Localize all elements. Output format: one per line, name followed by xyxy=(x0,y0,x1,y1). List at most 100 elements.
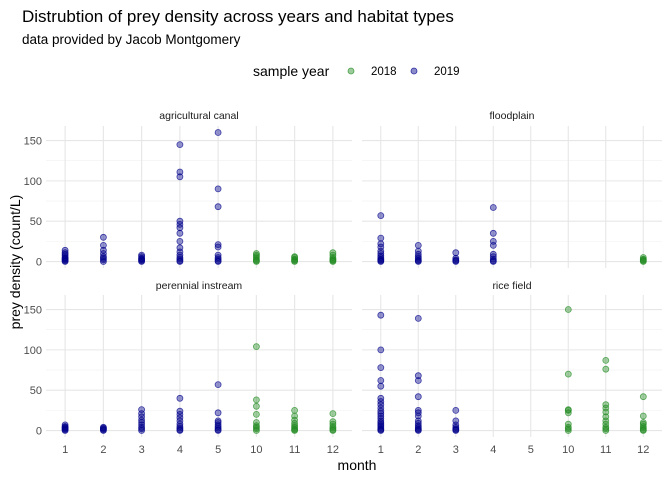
facet-label: perennial instream xyxy=(156,280,243,292)
series-2019 xyxy=(61,381,222,434)
data-point xyxy=(176,237,184,245)
data-point xyxy=(639,393,647,401)
data-point xyxy=(252,251,260,259)
data-point xyxy=(639,419,647,426)
data-point xyxy=(377,417,385,425)
data-point xyxy=(452,256,460,264)
data-point xyxy=(489,229,497,237)
data-point xyxy=(61,423,69,430)
legend-key-2019 xyxy=(410,67,418,75)
data-point xyxy=(377,252,385,260)
data-point xyxy=(214,241,222,249)
data-point xyxy=(377,377,385,384)
y-axis-title: prey density (count/L) xyxy=(7,195,23,330)
series-2018 xyxy=(252,343,337,434)
data-point xyxy=(176,394,184,402)
data-point xyxy=(214,203,222,211)
legend: sample year 2018 2019 xyxy=(253,63,460,79)
data-point xyxy=(138,251,146,259)
data-point xyxy=(377,240,385,248)
data-point xyxy=(414,314,422,322)
data-point xyxy=(452,254,460,262)
data-point xyxy=(329,410,337,418)
data-point xyxy=(602,365,610,373)
data-point xyxy=(61,246,69,254)
x-tick-label: 3 xyxy=(453,444,459,456)
data-point xyxy=(452,406,460,414)
data-point xyxy=(329,418,337,426)
y-tick-label: 150 xyxy=(24,305,42,317)
x-tick-label: 12 xyxy=(637,444,649,456)
data-point xyxy=(377,311,385,319)
y-tick-label: 150 xyxy=(24,136,42,148)
data-point xyxy=(564,425,572,433)
data-point xyxy=(639,412,647,420)
data-point xyxy=(414,372,422,380)
data-point xyxy=(377,382,385,390)
data-point xyxy=(100,423,107,431)
data-point xyxy=(138,406,146,414)
x-tick-label: 1 xyxy=(378,444,384,456)
data-point xyxy=(176,173,184,181)
legend-key-2018 xyxy=(347,67,355,75)
data-point xyxy=(452,417,460,425)
data-point xyxy=(414,241,422,249)
data-point xyxy=(639,255,647,263)
x-tick-label: 12 xyxy=(327,444,339,456)
data-point xyxy=(377,212,385,220)
facet-label: rice field xyxy=(492,280,531,292)
data-point xyxy=(377,414,385,422)
data-point xyxy=(602,356,610,364)
x-tick-label: 3 xyxy=(139,444,145,456)
data-point xyxy=(214,185,222,193)
data-point xyxy=(214,417,222,425)
data-point xyxy=(291,406,299,414)
data-point xyxy=(602,413,610,421)
data-point xyxy=(329,249,337,257)
data-point xyxy=(214,129,222,136)
series-2019 xyxy=(377,204,497,265)
data-point xyxy=(100,233,107,241)
y-tick-label: 50 xyxy=(30,385,42,397)
y-tick-label: 50 xyxy=(30,216,42,228)
chart-subtitle: data provided by Jacob Montgomery xyxy=(22,32,241,47)
series-2018 xyxy=(639,254,647,265)
facet-label: floodplain xyxy=(490,110,535,122)
data-point xyxy=(176,141,184,149)
data-point xyxy=(377,250,385,257)
x-tick-label: 11 xyxy=(289,444,300,456)
series-2019 xyxy=(61,129,222,265)
data-point xyxy=(61,421,69,429)
x-tick-label: 5 xyxy=(528,444,534,456)
x-tick-label: 4 xyxy=(177,444,183,456)
data-point xyxy=(252,402,260,410)
data-point xyxy=(138,253,146,261)
data-point xyxy=(489,237,497,245)
facet-panels: agricultural canal050100150floodplainper… xyxy=(24,110,662,456)
x-tick-label: 10 xyxy=(562,444,574,456)
data-point xyxy=(214,409,222,417)
x-axis-title: month xyxy=(338,457,377,473)
data-point xyxy=(452,249,460,257)
data-point xyxy=(329,423,337,430)
y-tick-label: 100 xyxy=(24,176,42,188)
data-point xyxy=(414,419,422,427)
y-tick-label: 0 xyxy=(36,257,42,269)
data-point xyxy=(176,229,184,237)
data-point xyxy=(414,406,422,414)
data-point xyxy=(414,377,422,384)
data-point xyxy=(100,246,107,254)
data-point xyxy=(329,420,337,428)
x-tick-label: 11 xyxy=(600,444,611,456)
data-point xyxy=(329,251,337,259)
data-point xyxy=(252,419,260,426)
data-point xyxy=(602,425,610,433)
data-point xyxy=(176,217,184,225)
data-point xyxy=(564,306,572,313)
data-point xyxy=(639,420,647,428)
data-point xyxy=(176,168,184,176)
data-point xyxy=(377,234,385,242)
data-point xyxy=(252,396,260,404)
